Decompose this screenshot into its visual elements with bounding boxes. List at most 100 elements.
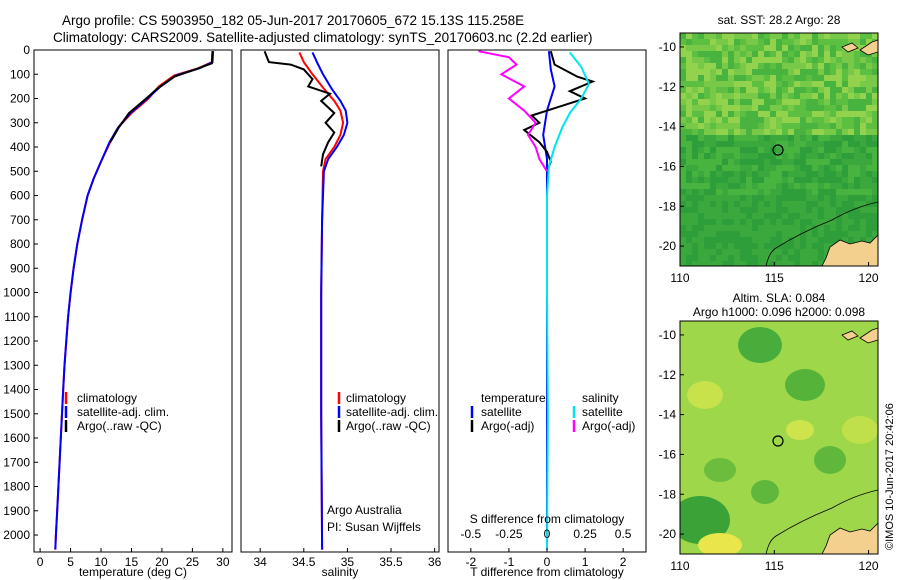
sst-cell — [812, 225, 818, 231]
sst-cell — [788, 153, 794, 159]
sst-cell — [818, 141, 824, 147]
sst-cell — [788, 57, 794, 63]
sst-cell — [770, 69, 776, 75]
sst-argo-marker — [772, 144, 784, 156]
sst-cell — [800, 81, 806, 87]
sst-cell — [746, 51, 752, 57]
sst-cell — [698, 195, 704, 201]
sst-cell — [740, 213, 746, 219]
sst-cell — [764, 183, 770, 189]
sst-cell — [770, 195, 776, 201]
sla-blob — [751, 480, 779, 504]
sst-cell — [728, 45, 734, 51]
sst-cell — [728, 261, 734, 266]
sst-cell — [686, 243, 692, 249]
sst-cell — [704, 231, 710, 237]
sst-cell — [776, 147, 782, 153]
sst-cell — [800, 159, 806, 165]
sst-cell — [770, 51, 776, 57]
sst-cell — [758, 231, 764, 237]
sst-cell — [764, 201, 770, 207]
sst-cell — [800, 201, 806, 207]
sst-cell — [740, 225, 746, 231]
sst-cell — [692, 81, 698, 87]
sst-cell — [788, 165, 794, 171]
sst-cell — [728, 147, 734, 153]
sst-cell — [806, 57, 812, 63]
sst-cell — [824, 141, 830, 147]
sst-cell — [752, 189, 758, 195]
sst-cell — [776, 63, 782, 69]
sst-cell — [758, 81, 764, 87]
sst-cell — [824, 135, 830, 141]
sst-cell — [806, 213, 812, 219]
sst-cell — [776, 33, 782, 39]
sst-cell — [770, 129, 776, 135]
sst-cell — [818, 81, 824, 87]
sst-cell — [848, 99, 854, 105]
legend-climatology: climatology — [77, 391, 137, 405]
sst-cell — [818, 171, 824, 177]
sst-cell — [866, 141, 872, 147]
sst-cell — [764, 243, 770, 249]
sst-cell — [740, 183, 746, 189]
sst-cell — [800, 171, 806, 177]
sst-cell — [872, 129, 878, 135]
sst-cell — [722, 207, 728, 213]
difference-xticks-top: -0.5 -0.25 0 0.25 0.5 — [461, 527, 632, 541]
sst-cell — [722, 189, 728, 195]
sst-cell — [752, 33, 758, 39]
map-x-tick-label: 115 — [765, 271, 784, 285]
sst-cell — [752, 195, 758, 201]
sst-cell — [776, 39, 782, 45]
sla-blob — [698, 533, 742, 554]
sst-cell — [764, 129, 770, 135]
sst-cell — [752, 135, 758, 141]
sst-cell — [746, 147, 752, 153]
difference-xlabel: T difference from climatology — [470, 565, 624, 579]
sst-cell — [770, 255, 776, 261]
sst-cell — [806, 255, 812, 261]
sst-cell — [758, 243, 764, 249]
sst-cell — [686, 141, 692, 147]
sst-cell — [704, 69, 710, 75]
sst-cell — [722, 63, 728, 69]
sst-cell — [680, 39, 686, 45]
sst-cell — [824, 237, 830, 243]
temperature-xlabel: temperature (deg C) — [79, 565, 187, 579]
depth-tick-label: 1600 — [3, 431, 30, 445]
map-x-tick-label: 120 — [859, 559, 879, 573]
sst-cell — [872, 51, 878, 57]
sst-cell — [680, 207, 686, 213]
sst-cell — [776, 45, 782, 51]
sst-cell — [872, 135, 878, 141]
sst-cell — [770, 75, 776, 81]
header-line1: Argo profile: CS 5903950_182 05-Jun-2017… — [62, 13, 524, 28]
legend-argo: Argo(..raw -QC) — [77, 419, 162, 433]
sst-cell — [704, 141, 710, 147]
sst-cell — [758, 153, 764, 159]
sst-cell — [854, 237, 860, 243]
sst-cell — [680, 45, 686, 51]
sst-cell — [680, 147, 686, 153]
sst-cell — [830, 105, 836, 111]
sst-cell — [860, 159, 866, 165]
sst-cell — [782, 81, 788, 87]
sst-cell — [782, 51, 788, 57]
sst-cell — [752, 117, 758, 123]
sst-cell — [704, 87, 710, 93]
sst-cell — [716, 75, 722, 81]
sst-cell — [686, 99, 692, 105]
sst-cell — [782, 237, 788, 243]
sst-cell — [728, 165, 734, 171]
sst-cell — [680, 111, 686, 117]
sst-cell — [848, 177, 854, 183]
sst-cell — [764, 255, 770, 261]
sst-cell — [830, 189, 836, 195]
sst-cell — [776, 225, 782, 231]
sst-cell — [776, 261, 782, 266]
sst-cell — [698, 39, 704, 45]
sst-cell — [686, 147, 692, 153]
sst-cell — [704, 189, 710, 195]
sst-cell — [836, 171, 842, 177]
